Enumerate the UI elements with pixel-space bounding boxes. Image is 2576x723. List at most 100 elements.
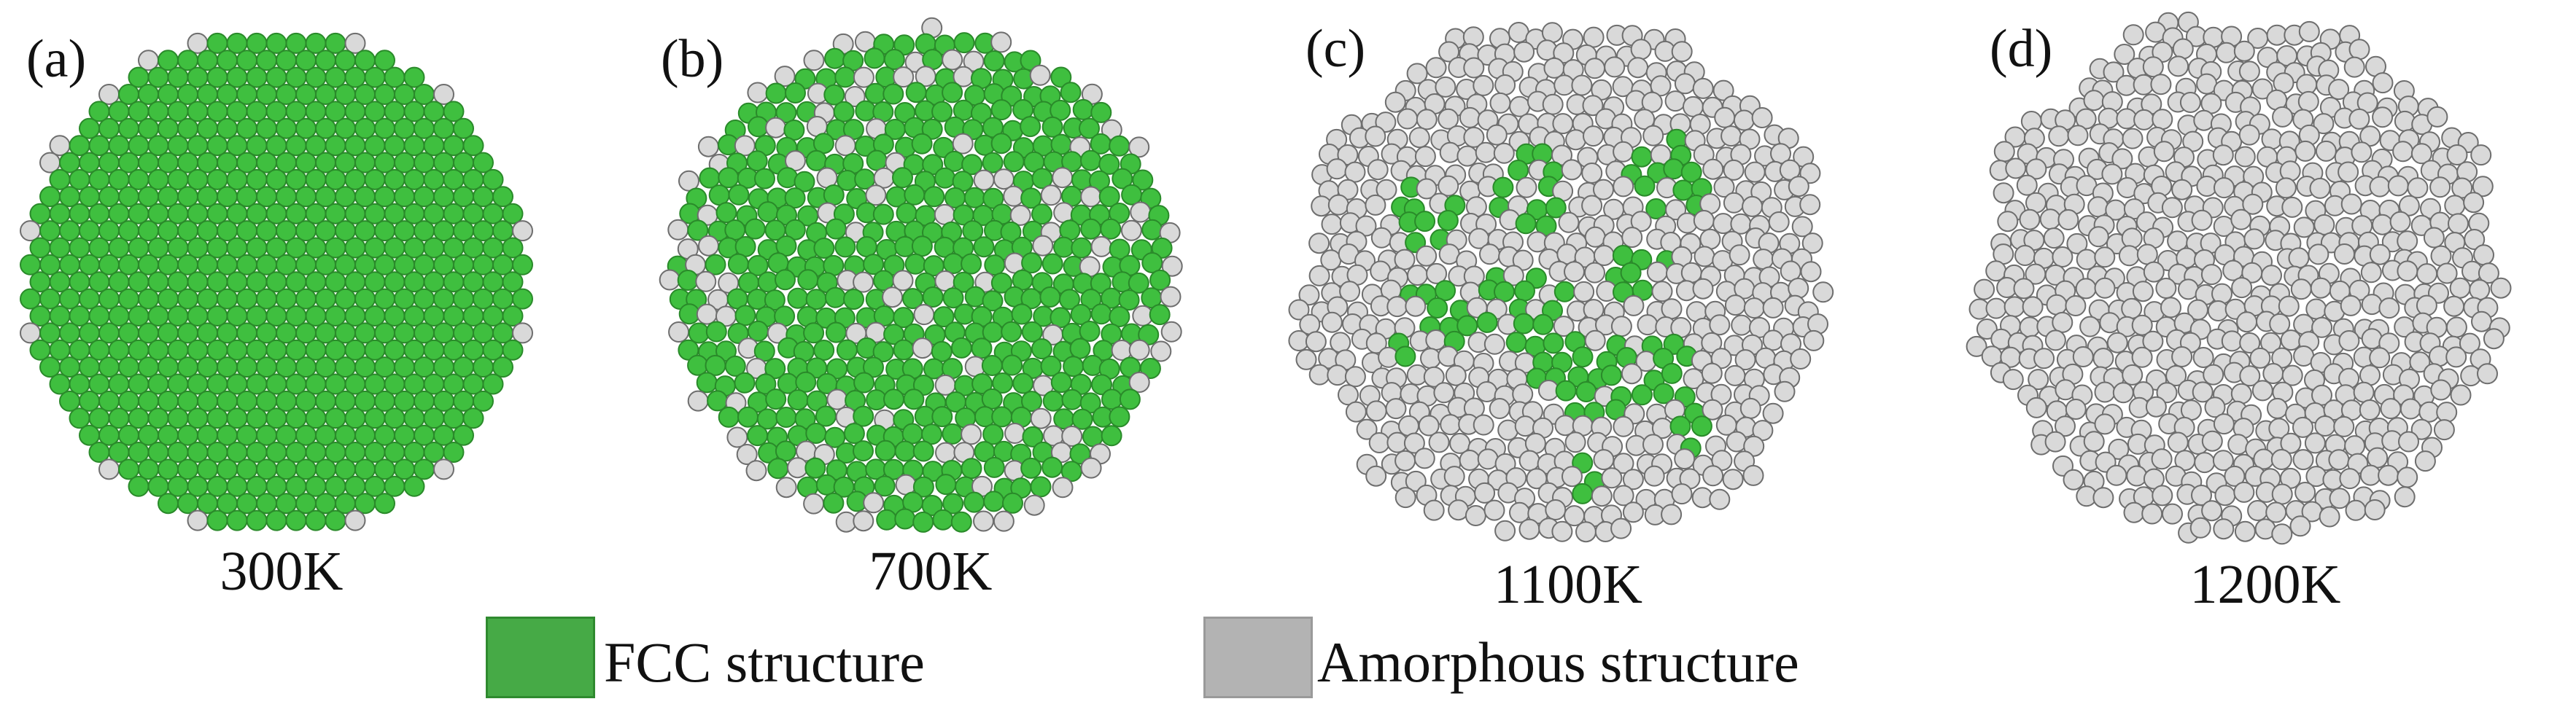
fcc-atom bbox=[473, 356, 494, 378]
fcc-atom bbox=[79, 220, 100, 242]
amorphous-atom bbox=[2165, 329, 2187, 351]
fcc-atom bbox=[1071, 237, 1093, 259]
amorphous-atom bbox=[2324, 434, 2346, 456]
amorphous-atom bbox=[1611, 113, 1633, 135]
fcc-atom bbox=[295, 356, 317, 378]
amorphous-atom bbox=[2334, 146, 2356, 168]
fcc-atom bbox=[734, 372, 756, 394]
amorphous-atom bbox=[2195, 284, 2216, 305]
fcc-atom bbox=[1004, 51, 1025, 73]
fcc-atom bbox=[118, 390, 139, 412]
amorphous-atom bbox=[2368, 418, 2390, 439]
amorphous-atom bbox=[2251, 251, 2273, 273]
fcc-atom bbox=[885, 186, 907, 208]
fcc-atom bbox=[856, 236, 877, 257]
amorphous-atom bbox=[1446, 229, 1467, 251]
fcc-atom bbox=[855, 136, 877, 157]
amorphous-atom bbox=[2187, 434, 2209, 455]
amorphous-atom bbox=[832, 33, 854, 55]
fcc-atom bbox=[98, 254, 120, 275]
amorphous-atom bbox=[866, 118, 888, 140]
fcc-atom bbox=[98, 288, 120, 310]
fcc-atom bbox=[462, 135, 484, 157]
fcc-atom bbox=[1032, 441, 1054, 463]
fcc-atom bbox=[1456, 315, 1478, 337]
fcc-atom bbox=[315, 186, 336, 208]
fcc-atom bbox=[1061, 185, 1082, 207]
amorphous-atom bbox=[2419, 131, 2440, 153]
amorphous-atom bbox=[2133, 381, 2154, 403]
amorphous-atom bbox=[1375, 112, 1397, 133]
fcc-atom bbox=[79, 254, 100, 275]
fcc-atom bbox=[433, 186, 454, 208]
fcc-atom bbox=[512, 254, 533, 275]
fcc-atom bbox=[187, 373, 209, 395]
amorphous-atom bbox=[2172, 38, 2194, 60]
fcc-atom bbox=[49, 373, 71, 395]
fcc-atom bbox=[39, 322, 61, 344]
amorphous-atom bbox=[1160, 321, 1182, 343]
fcc-atom bbox=[443, 271, 465, 293]
amorphous-atom bbox=[1627, 57, 1649, 79]
amorphous-atom bbox=[2359, 364, 2381, 386]
amorphous-atom bbox=[2430, 379, 2452, 401]
amorphous-atom bbox=[2101, 91, 2123, 113]
fcc-atom bbox=[256, 152, 277, 173]
fcc-atom bbox=[767, 252, 789, 274]
amorphous-atom bbox=[2222, 259, 2244, 281]
fcc-atom bbox=[108, 135, 130, 157]
fcc-atom bbox=[728, 184, 750, 206]
fcc-atom bbox=[1071, 408, 1093, 430]
fcc-atom bbox=[874, 439, 896, 461]
amorphous-atom bbox=[2126, 465, 2148, 487]
amorphous-atom bbox=[1691, 350, 1712, 372]
amorphous-atom bbox=[953, 66, 974, 87]
fcc-atom bbox=[1020, 50, 1041, 71]
fcc-atom bbox=[265, 407, 287, 429]
amorphous-atom bbox=[2048, 163, 2070, 185]
fcc-atom bbox=[1669, 415, 1691, 437]
fcc-atom bbox=[1012, 99, 1034, 120]
amorphous-atom bbox=[2240, 96, 2262, 118]
amorphous-atom bbox=[2338, 161, 2359, 183]
amorphous-atom bbox=[2079, 316, 2101, 337]
fcc-atom bbox=[49, 237, 71, 259]
fcc-atom bbox=[894, 440, 916, 462]
amorphous-atom bbox=[1733, 109, 1755, 131]
amorphous-atom bbox=[1384, 91, 1406, 113]
fcc-atom bbox=[707, 220, 729, 242]
amorphous-atom bbox=[2410, 214, 2432, 236]
amorphous-atom bbox=[2359, 125, 2381, 147]
fcc-atom bbox=[423, 373, 445, 395]
fcc-atom bbox=[384, 305, 406, 327]
amorphous-atom bbox=[1319, 144, 1340, 165]
amorphous-atom bbox=[2460, 365, 2482, 387]
amorphous-atom bbox=[921, 17, 943, 39]
fcc-atom bbox=[1022, 220, 1044, 242]
amorphous-atom bbox=[2293, 345, 2315, 367]
amorphous-atom bbox=[2005, 157, 2027, 179]
fcc-atom bbox=[904, 220, 926, 242]
amorphous-atom bbox=[817, 202, 839, 224]
fcc-atom bbox=[853, 440, 874, 462]
fcc-atom bbox=[1101, 425, 1122, 447]
amorphous-atom bbox=[2067, 125, 2089, 146]
amorphous-atom bbox=[1723, 335, 1745, 356]
amorphous-atom bbox=[2323, 399, 2345, 421]
fcc-atom bbox=[344, 305, 366, 327]
amorphous-atom bbox=[2094, 277, 2116, 299]
fcc-atom bbox=[804, 457, 826, 479]
amorphous-atom bbox=[1387, 267, 1408, 289]
amorphous-atom bbox=[2213, 413, 2235, 435]
fcc-atom bbox=[943, 150, 965, 172]
amorphous-atom bbox=[1654, 40, 1676, 62]
amorphous-atom bbox=[2284, 62, 2305, 84]
amorphous-atom bbox=[2470, 144, 2492, 166]
amorphous-atom bbox=[2387, 451, 2409, 473]
fcc-atom bbox=[492, 186, 513, 208]
amorphous-atom bbox=[2320, 232, 2342, 254]
amorphous-atom bbox=[1743, 368, 1765, 390]
fcc-atom bbox=[953, 237, 974, 259]
amorphous-atom bbox=[2187, 504, 2209, 525]
amorphous-atom bbox=[2055, 109, 2076, 131]
